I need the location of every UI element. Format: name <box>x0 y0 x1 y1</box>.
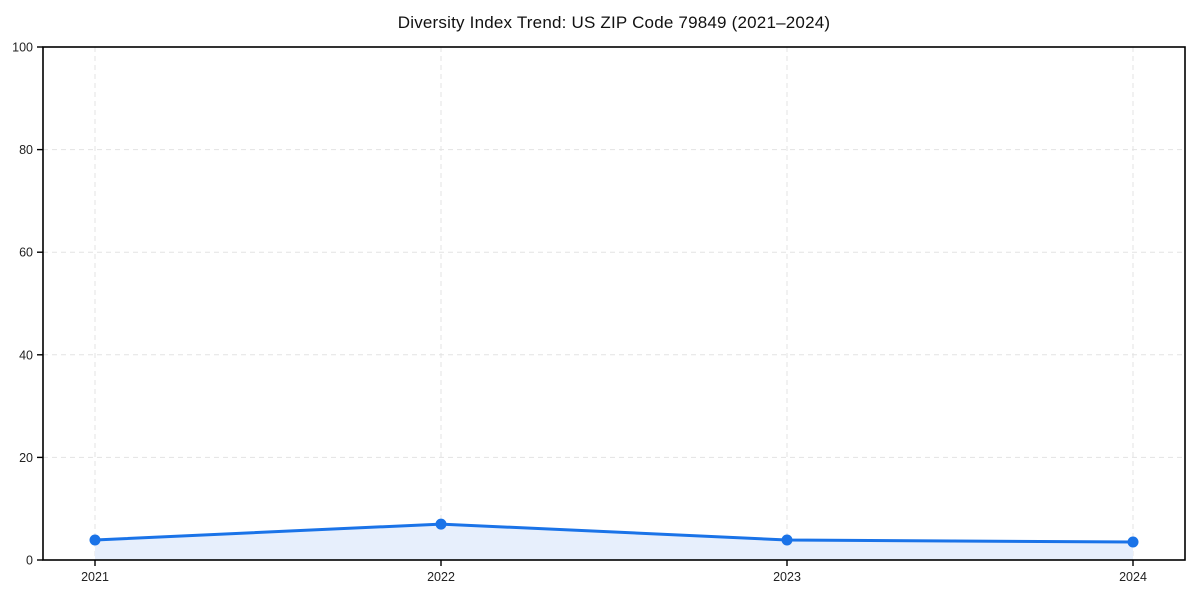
data-point-2023 <box>781 534 793 546</box>
y-tick-label: 0 <box>26 554 33 568</box>
y-tick-label: 40 <box>19 348 33 362</box>
y-tick-label: 60 <box>19 246 33 260</box>
plot-border <box>42 46 1186 561</box>
x-tick-label: 2024 <box>1119 570 1147 584</box>
y-tick-label: 80 <box>19 143 33 157</box>
data-point-2024 <box>1127 536 1139 548</box>
area-fill <box>95 524 1133 560</box>
data-point-2022 <box>435 518 447 530</box>
data-point-2021 <box>89 534 101 546</box>
x-tick-label: 2023 <box>773 570 801 584</box>
trend-line <box>93 522 1135 544</box>
x-tick-label: 2022 <box>427 570 455 584</box>
y-tick-label: 100 <box>12 41 33 55</box>
y-tick-label: 20 <box>19 451 33 465</box>
x-tick-label: 2021 <box>81 570 109 584</box>
chart-title: Diversity Index Trend: US ZIP Code 79849… <box>397 13 831 32</box>
